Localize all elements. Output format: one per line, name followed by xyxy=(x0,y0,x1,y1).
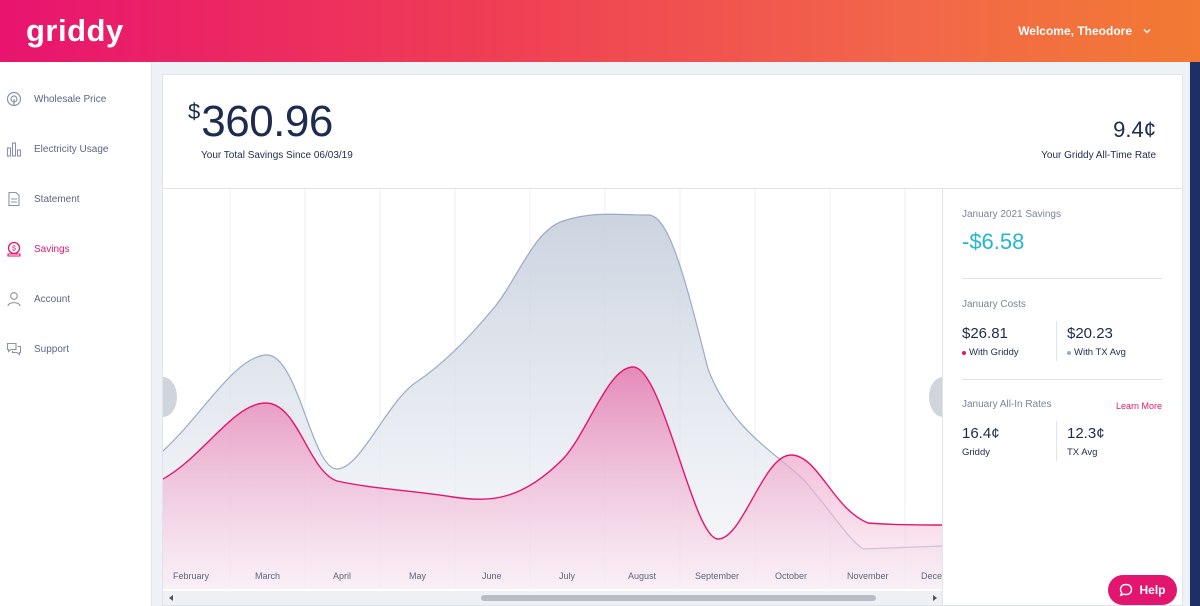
tx-cost-caption: With TX Avg xyxy=(1067,347,1126,358)
divider xyxy=(1056,421,1057,461)
currency-symbol: $ xyxy=(188,99,201,124)
welcome-text: Welcome, Theodore xyxy=(1018,24,1132,38)
all-time-rate-label: Your Griddy All-Time Rate xyxy=(1041,150,1156,161)
month-label: March xyxy=(255,571,281,581)
month-label: May xyxy=(409,571,427,581)
top-header: griddy Welcome, Theodore xyxy=(0,0,1200,62)
month-label: Dece xyxy=(921,571,943,581)
savings-summary: $ 360.96 Your Total Savings Since 06/03/… xyxy=(163,75,1182,189)
sidebar-item-electricity-usage[interactable]: Electricity Usage xyxy=(0,134,152,164)
scroll-left-button[interactable] xyxy=(163,377,177,417)
month-label: September xyxy=(695,571,740,581)
griddy-cost-label: With Griddy xyxy=(969,347,1019,358)
divider xyxy=(962,379,1162,380)
learn-more-link[interactable]: Learn More xyxy=(1115,401,1162,411)
sidebar-item-label: Savings xyxy=(34,243,70,255)
month-label: August xyxy=(628,571,657,581)
scroll-left-arrow[interactable] xyxy=(169,595,173,601)
month-savings-value: -$6.58 xyxy=(962,229,1025,254)
wholesale-price-icon xyxy=(6,91,22,107)
bar-chart-icon xyxy=(6,142,22,157)
tx-cost: $20.23 xyxy=(1067,325,1113,342)
sidebar-item-wholesale-price[interactable]: Wholesale Price xyxy=(0,84,152,114)
sidebar-item-label: Account xyxy=(34,293,71,305)
griddy-rate: 16.4¢ xyxy=(962,425,1000,442)
month-savings-label: January 2021 Savings xyxy=(962,209,1061,220)
monthly-details-card: January 2021 Savings -$6.58 January Cost… xyxy=(942,189,1182,606)
tx-dot-icon xyxy=(1067,350,1071,355)
savings-panel: $ 360.96 Your Total Savings Since 06/03/… xyxy=(162,74,1183,606)
sidebar-item-statement[interactable]: Statement xyxy=(0,184,152,214)
user-icon xyxy=(7,292,21,307)
svg-text:$: $ xyxy=(12,246,16,253)
chat-bubbles-icon xyxy=(6,342,22,356)
sidebar-item-savings[interactable]: $ Savings xyxy=(0,234,152,264)
month-label: July xyxy=(559,571,576,581)
griddy-area xyxy=(163,367,943,589)
sidebar: Wholesale Price Electricity Usage Statem… xyxy=(0,62,152,606)
chart-scrollbar[interactable] xyxy=(163,591,943,605)
help-label: Help xyxy=(1139,583,1166,597)
scroll-right-arrow[interactable] xyxy=(933,595,937,601)
divider xyxy=(962,278,1162,279)
tx-avg-line xyxy=(163,213,943,550)
month-label: April xyxy=(333,571,352,581)
document-icon xyxy=(8,191,20,207)
sidebar-item-label: Support xyxy=(34,343,70,355)
griddy-cost: $26.81 xyxy=(962,325,1008,342)
sidebar-item-label: Wholesale Price xyxy=(34,93,107,105)
griddy-rate-label: Griddy xyxy=(962,447,990,458)
month-label: October xyxy=(775,571,808,581)
user-menu[interactable]: Welcome, Theodore xyxy=(1018,24,1152,38)
divider xyxy=(1056,321,1057,361)
tx-rate-label: TX Avg xyxy=(1067,447,1098,458)
scrollbar-svg xyxy=(163,591,943,605)
rates-label: January All-In Rates xyxy=(962,399,1052,410)
griddy-logo[interactable]: griddy xyxy=(26,13,124,48)
total-savings-amount: 360.96 xyxy=(201,97,333,146)
scroll-right-button[interactable] xyxy=(929,377,943,417)
sidebar-item-account[interactable]: Account xyxy=(0,284,152,314)
scrollbar-thumb[interactable] xyxy=(481,595,876,601)
tx-rate: 12.3¢ xyxy=(1067,425,1105,442)
griddy-line xyxy=(163,366,943,540)
chevron-down-icon xyxy=(1143,29,1151,34)
sidebar-item-support[interactable]: Support xyxy=(0,334,152,364)
savings-chart: February March April May June July Augus… xyxy=(163,189,943,606)
help-button[interactable]: Help xyxy=(1108,575,1177,605)
month-label: November xyxy=(847,571,889,581)
chart-svg xyxy=(163,189,943,589)
month-label: June xyxy=(482,571,502,581)
month-label: February xyxy=(173,571,210,581)
window-edge xyxy=(1190,62,1200,606)
griddy-dot-icon xyxy=(962,350,966,355)
savings-since-label: Your Total Savings Since 06/03/19 xyxy=(201,150,353,161)
all-time-rate: 9.4¢ xyxy=(1113,117,1156,142)
tx-cost-label: With TX Avg xyxy=(1074,347,1126,358)
chat-icon xyxy=(1120,583,1133,597)
total-savings: $ 360.96 xyxy=(188,97,333,147)
piggy-bank-icon: $ xyxy=(7,241,21,257)
costs-label: January Costs xyxy=(962,299,1026,310)
griddy-cost-caption: With Griddy xyxy=(962,347,1019,358)
sidebar-item-label: Statement xyxy=(34,193,80,205)
sidebar-item-label: Electricity Usage xyxy=(34,143,109,155)
